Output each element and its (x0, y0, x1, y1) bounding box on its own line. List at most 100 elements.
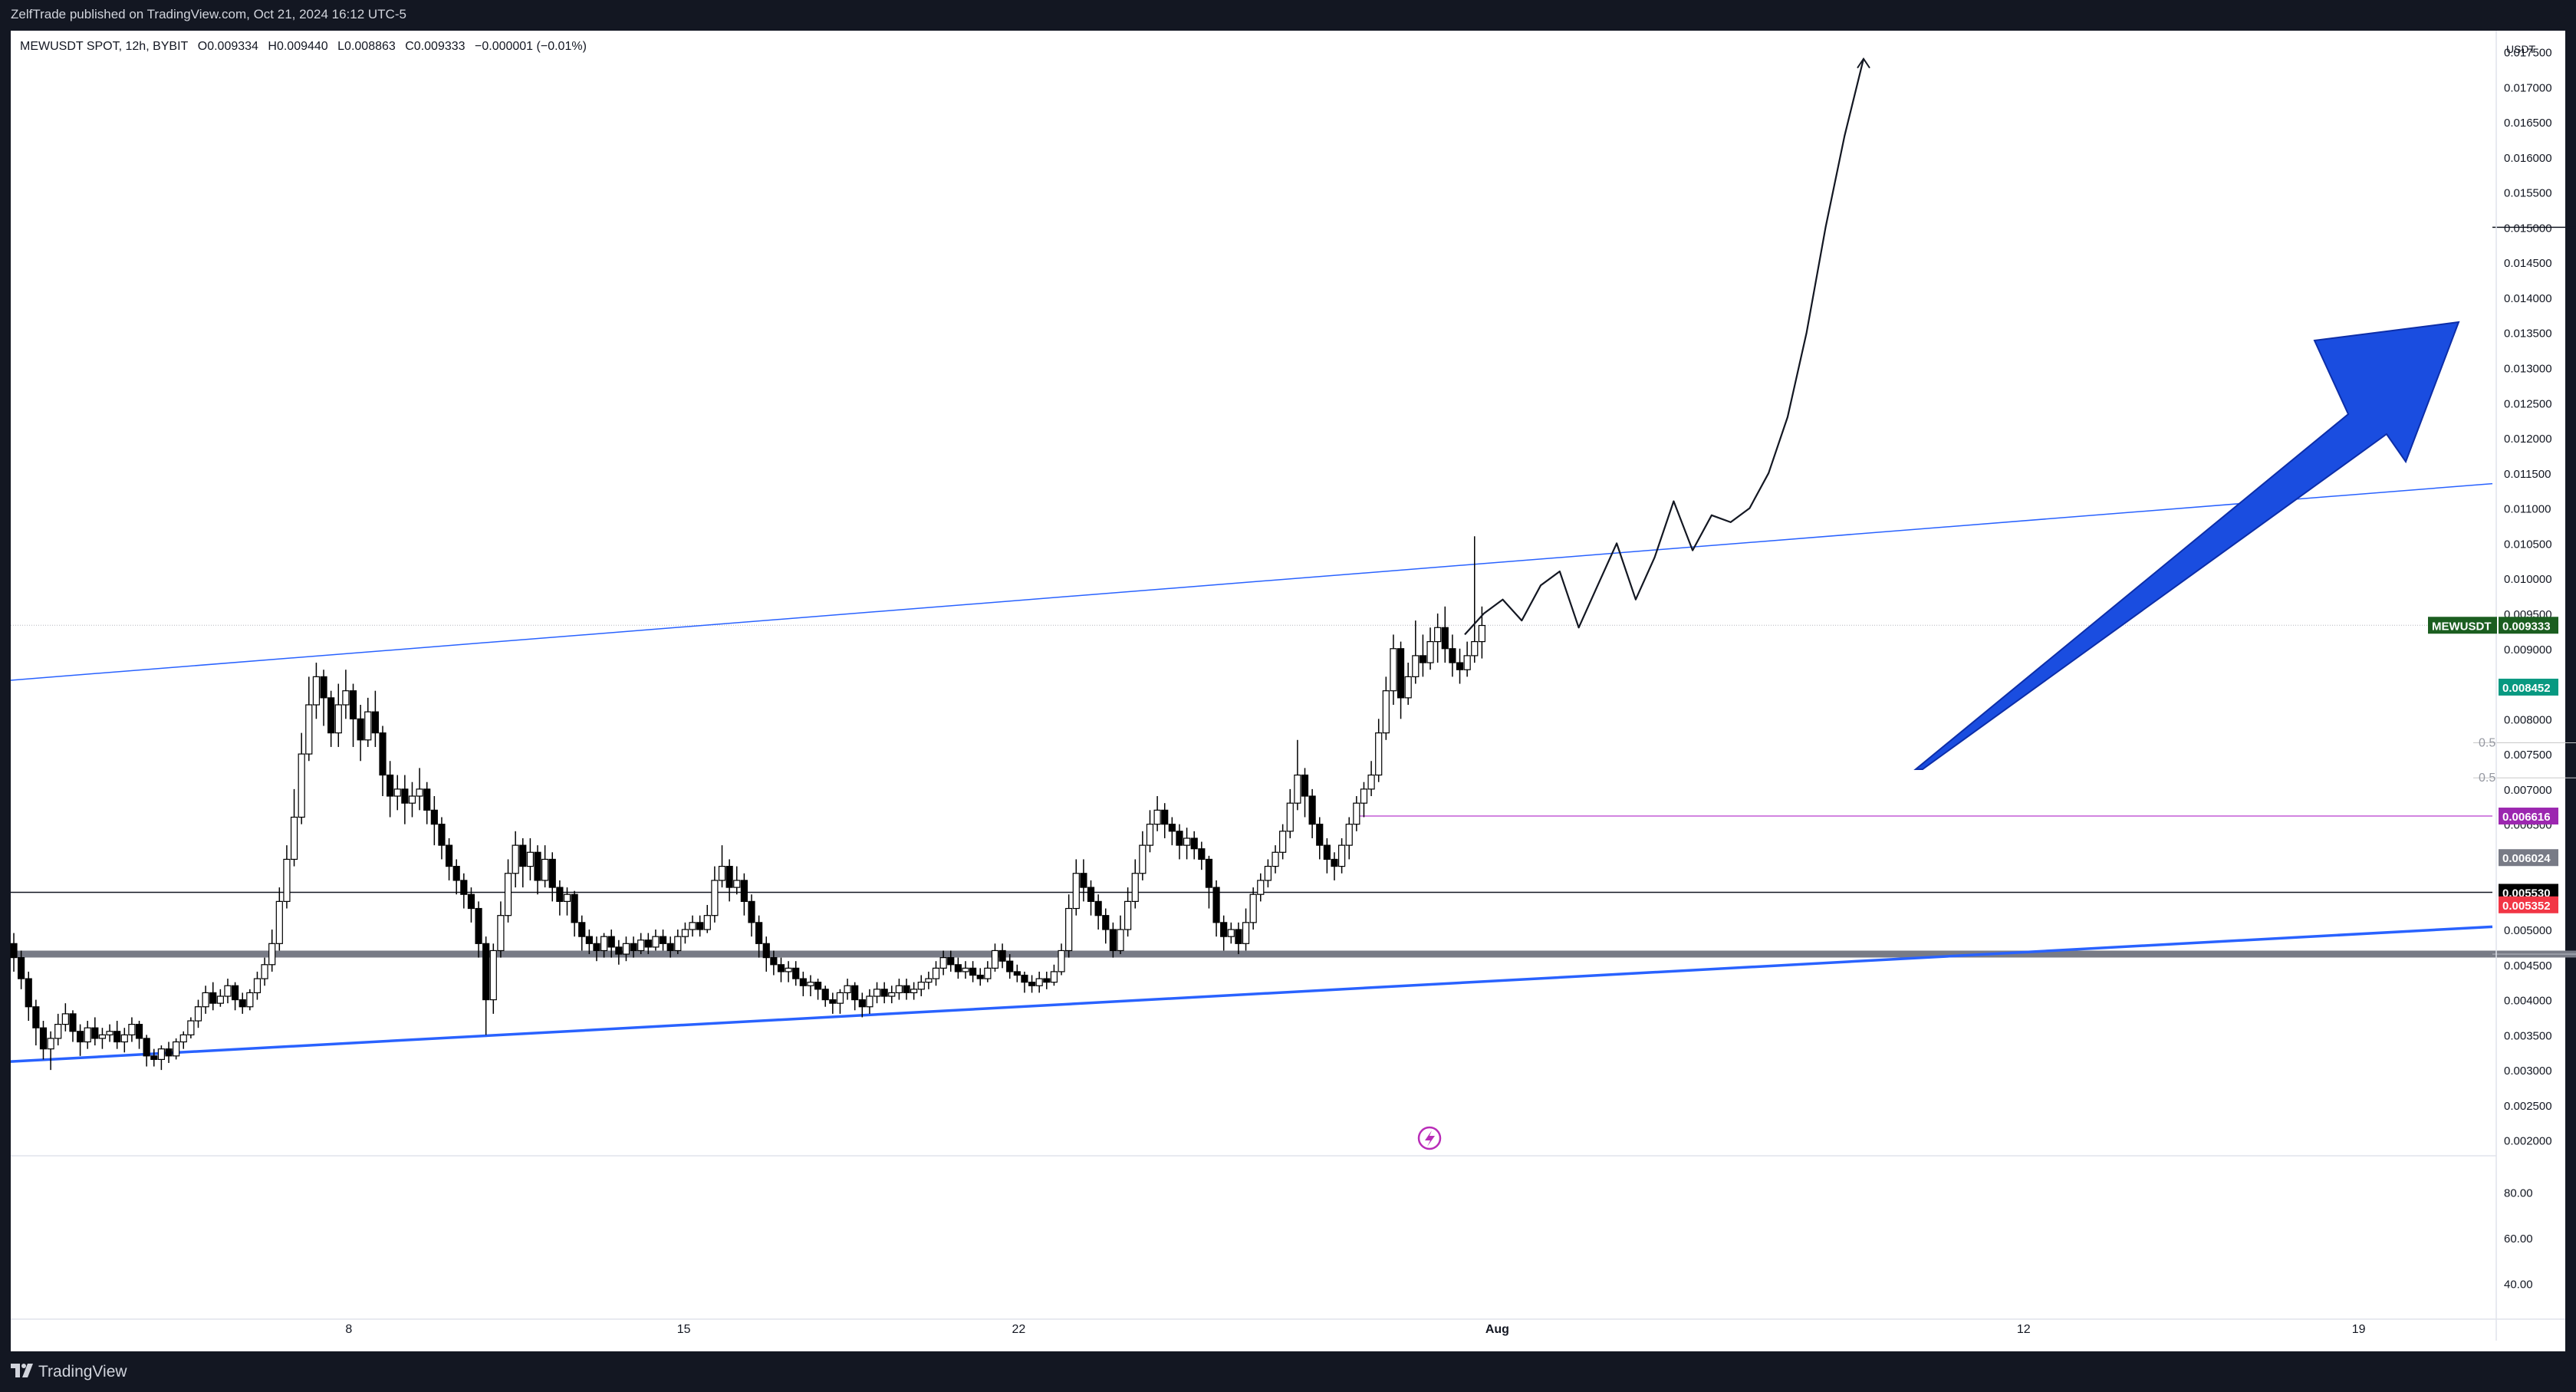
candle (910, 989, 918, 994)
candle (1131, 873, 1139, 902)
candle (10, 943, 18, 959)
candle (1382, 690, 1390, 734)
candle (674, 936, 682, 952)
trendlines[interactable] (10, 482, 2493, 1063)
tradingview-logo-icon (11, 1364, 33, 1377)
indicator-tick-label: 60.00 (2504, 1232, 2533, 1246)
candle (246, 992, 254, 1008)
candle (187, 1020, 195, 1035)
price-tick-label: 0.011000 (2504, 503, 2551, 516)
right-frame (2565, 31, 2576, 1351)
candle (807, 982, 814, 986)
time-tick-label: Aug (1485, 1323, 1509, 1336)
candle (659, 936, 667, 944)
fib-label: 0.5 (2479, 736, 2495, 749)
legend-open: O0.009334 (197, 40, 258, 53)
candle (18, 957, 25, 979)
candle (497, 915, 505, 952)
candle (1331, 858, 1338, 867)
candle (298, 753, 305, 818)
candle (1072, 873, 1080, 910)
candle (1478, 624, 1485, 643)
price-badge (2499, 617, 2558, 634)
candle (1006, 960, 1014, 972)
price-tick-label: 0.005000 (2504, 924, 2552, 937)
price-tick-label: 0.014500 (2504, 257, 2552, 270)
bullish-arrow (1913, 321, 2460, 770)
publish-info: ZelfTrade published on TradingView.com, … (11, 7, 406, 21)
candle (1286, 802, 1294, 832)
candle (755, 922, 763, 944)
symbol-tag (2428, 617, 2497, 634)
candle (814, 982, 822, 990)
candle (1337, 844, 1346, 867)
candle (644, 940, 652, 948)
candle (1434, 627, 1442, 643)
candle (430, 809, 438, 825)
legend-symbol[interactable]: MEWUSDT SPOT, 12h, BYBIT (20, 40, 189, 53)
candle (925, 978, 933, 983)
candle (777, 964, 785, 972)
price-tick-label: 0.002000 (2504, 1135, 2552, 1148)
candle (91, 1027, 99, 1039)
candle (32, 1006, 40, 1028)
price-tick-label: 0.004000 (2504, 995, 2552, 1008)
time-tick-label: 15 (677, 1323, 691, 1336)
candles (10, 536, 1485, 1071)
footer-brand: TradingView (38, 1363, 127, 1380)
candle (866, 995, 873, 1008)
candle (976, 974, 984, 979)
candle (69, 1013, 77, 1032)
candle (1353, 802, 1360, 825)
candle (342, 690, 350, 706)
candle (1190, 838, 1198, 850)
candle (1345, 824, 1353, 846)
candle (799, 978, 807, 986)
candle (1146, 824, 1154, 846)
candle (998, 949, 1006, 962)
candle (1109, 929, 1117, 952)
candle (1375, 732, 1383, 776)
legend-change: −0.000001 (−0.01%) (475, 40, 587, 53)
candle (275, 900, 283, 944)
candle (209, 992, 217, 1004)
candle (1412, 655, 1420, 677)
symbol-tag-label: MEWUSDT (2432, 620, 2492, 633)
candle (327, 697, 335, 734)
candle (1301, 774, 1309, 797)
price-tick-label: 0.007000 (2504, 784, 2552, 797)
price-tick-label: 0.012500 (2504, 397, 2552, 410)
candle (932, 967, 940, 979)
candle (1419, 655, 1427, 663)
candle (770, 957, 778, 966)
candle (1205, 858, 1213, 888)
footer-bar: TradingView (0, 1351, 2576, 1392)
candle (364, 711, 372, 741)
candle (1449, 648, 1456, 663)
candle (696, 922, 704, 930)
candle (541, 858, 549, 881)
candle (305, 704, 313, 755)
candle (1242, 922, 1250, 944)
legend-high: H0.009440 (268, 40, 328, 53)
candle (135, 1024, 143, 1039)
candle (703, 915, 711, 930)
price-badge-label: 0.005352 (2502, 900, 2551, 913)
lower-trendline (10, 925, 2493, 1063)
candle (290, 816, 298, 861)
left-frame (0, 31, 11, 1351)
candle (984, 967, 992, 979)
candle (718, 865, 726, 881)
candle (917, 982, 925, 990)
candle (1323, 844, 1331, 861)
candle (232, 985, 239, 1001)
candle (792, 967, 800, 979)
candle (283, 858, 291, 902)
projection-arrowhead (1857, 57, 1870, 69)
candle (954, 964, 962, 972)
candle (969, 967, 977, 976)
candle (1404, 676, 1412, 699)
currency-label[interactable]: USDT (2506, 43, 2536, 55)
candle (681, 929, 689, 937)
